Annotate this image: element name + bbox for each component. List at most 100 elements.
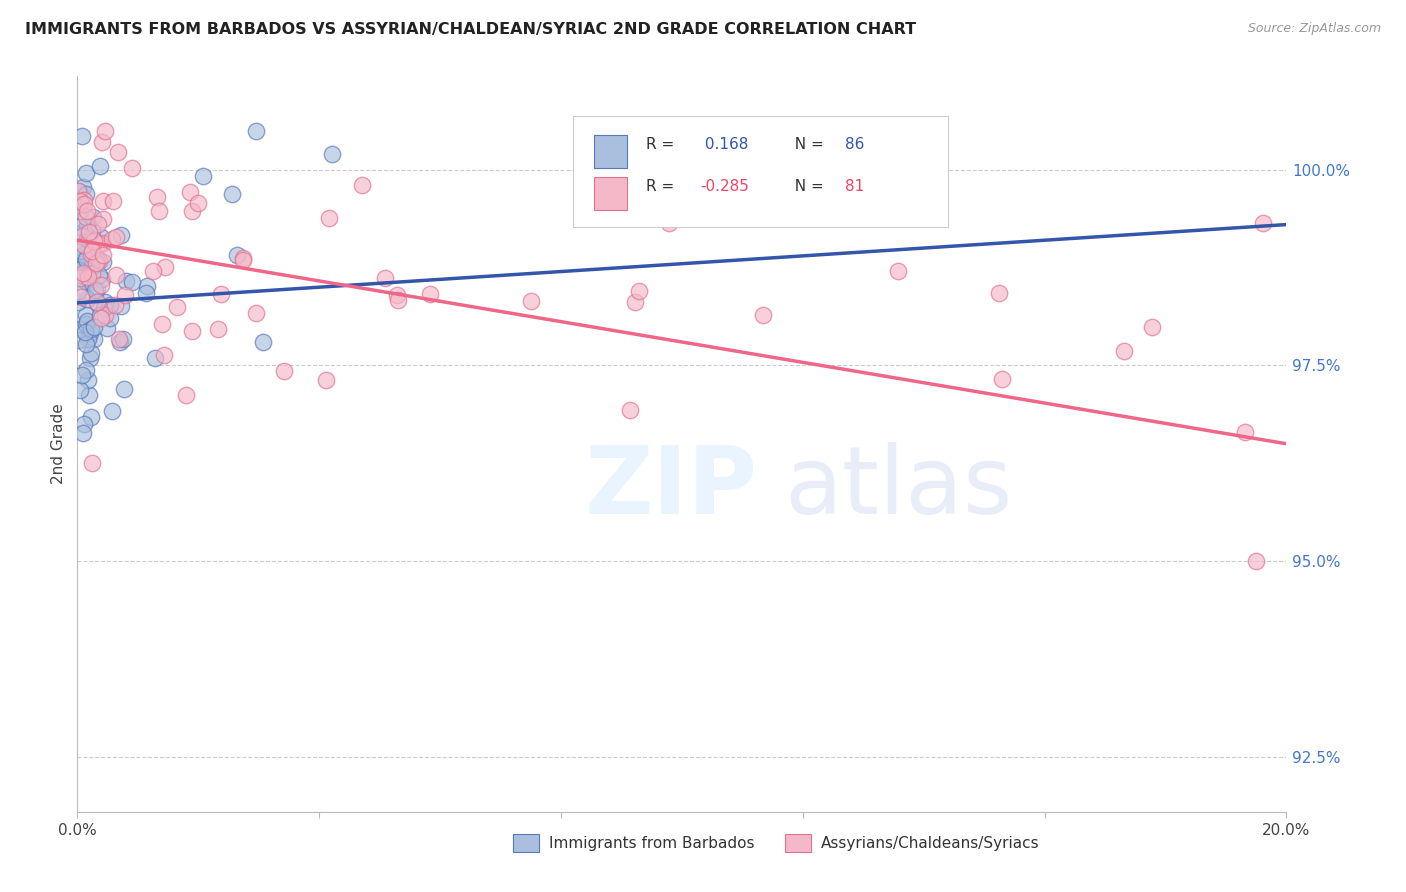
Point: [66, 284, 89, 298]
Point: [87, 236, 110, 251]
Text: atlas: atlas: [785, 442, 1012, 534]
Point: [86, 295, 108, 310]
Point: [67, 333, 90, 347]
Text: R =: R =: [645, 136, 679, 152]
Point: [887, 264, 910, 278]
Point: [76, 204, 98, 219]
Point: [1114, 343, 1136, 358]
Point: [991, 372, 1014, 386]
Point: [93, 301, 115, 315]
Point: [105, 268, 128, 283]
Text: N =: N =: [785, 136, 828, 152]
Text: -0.285: -0.285: [700, 178, 749, 194]
Point: [96, 321, 118, 335]
Point: [114, 382, 136, 396]
Point: [245, 123, 267, 137]
Point: [180, 204, 202, 219]
Point: [115, 274, 138, 288]
Point: [179, 185, 201, 199]
Point: [387, 288, 409, 302]
Point: [66, 295, 89, 310]
Point: [87, 268, 110, 282]
Point: [75, 308, 97, 322]
Point: [245, 306, 267, 320]
Point: [107, 332, 129, 346]
Point: [73, 238, 96, 252]
Point: [232, 251, 254, 265]
Point: [93, 212, 115, 227]
Point: [141, 264, 163, 278]
Point: [80, 410, 103, 425]
Point: [67, 220, 90, 235]
Point: [79, 239, 101, 253]
FancyBboxPatch shape: [593, 177, 627, 210]
Point: [70, 368, 93, 382]
Text: 81: 81: [845, 178, 865, 194]
Point: [70, 250, 93, 264]
Point: [987, 285, 1010, 300]
Text: R =: R =: [645, 178, 679, 194]
Point: [77, 373, 100, 387]
Point: [69, 263, 91, 277]
Point: [84, 256, 107, 270]
Point: [76, 314, 98, 328]
Point: [221, 186, 243, 201]
Point: [75, 186, 97, 201]
Point: [318, 211, 340, 226]
Point: [67, 184, 90, 198]
Point: [114, 288, 136, 302]
Point: [70, 244, 93, 258]
Point: [73, 197, 96, 211]
Point: [101, 232, 124, 246]
Text: 0.168: 0.168: [700, 136, 748, 152]
Point: [148, 204, 170, 219]
Point: [75, 363, 97, 377]
Point: [80, 224, 103, 238]
Point: [191, 169, 214, 183]
Point: [84, 249, 107, 263]
Point: [67, 227, 90, 241]
Point: [70, 254, 93, 268]
Point: [72, 259, 94, 273]
Point: [103, 298, 125, 312]
Point: [111, 332, 134, 346]
Point: [77, 225, 100, 239]
Point: [211, 287, 233, 301]
Point: [135, 279, 157, 293]
Point: [89, 159, 111, 173]
Point: [121, 161, 143, 175]
Point: [75, 252, 97, 267]
Point: [90, 311, 112, 326]
Point: [77, 275, 100, 289]
Point: [80, 247, 103, 261]
Point: [252, 334, 274, 349]
Point: [628, 284, 651, 298]
Point: [70, 290, 93, 304]
Point: [98, 310, 121, 325]
Point: [1140, 320, 1163, 334]
Point: [73, 325, 96, 339]
Point: [69, 204, 91, 219]
Point: [75, 318, 97, 332]
Point: [80, 244, 103, 258]
Point: [94, 295, 117, 310]
Point: [72, 248, 94, 262]
Point: [419, 287, 441, 301]
Point: [1233, 425, 1256, 439]
Point: [80, 260, 103, 274]
Point: [69, 270, 91, 285]
Point: [91, 235, 114, 250]
Point: [387, 293, 409, 307]
Point: [70, 129, 93, 144]
Point: [520, 293, 543, 308]
Point: [91, 248, 114, 262]
Point: [273, 364, 295, 378]
Point: [181, 325, 204, 339]
Point: [86, 255, 108, 269]
Point: [76, 231, 98, 245]
Point: [73, 267, 96, 281]
Point: [77, 270, 100, 285]
Point: [89, 308, 111, 322]
Point: [84, 283, 107, 297]
Point: [75, 337, 97, 351]
